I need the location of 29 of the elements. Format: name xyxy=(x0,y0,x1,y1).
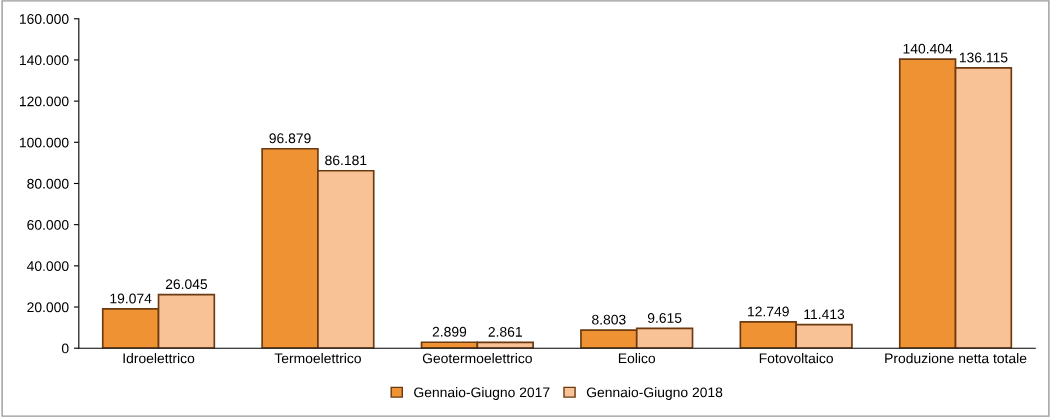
data-label: 86.181 xyxy=(325,155,367,166)
x-tick-label: Termoelettrico xyxy=(274,353,361,364)
y-tick-label: 0 xyxy=(61,343,69,354)
data-label: 2.899 xyxy=(432,326,467,337)
legend-label: Gennaio-Giugno 2017 xyxy=(414,387,550,400)
x-tick-label: Eolico xyxy=(618,353,656,364)
data-label: 12.749 xyxy=(748,306,789,317)
data-label: 19.074 xyxy=(110,293,152,304)
data-label: 26.045 xyxy=(165,279,208,290)
data-label: 2.861 xyxy=(488,326,522,337)
y-tick-label: 160.000 xyxy=(19,14,69,24)
x-tick-label: Geotermoelettrico xyxy=(422,353,532,364)
y-tick-label: 20.000 xyxy=(27,302,69,313)
data-label: 140.404 xyxy=(903,43,953,54)
y-tick-label: 140.000 xyxy=(19,55,69,66)
x-tick-label: Fotovoltaico xyxy=(759,353,833,364)
legend-label: Gennaio-Giugno 2018 xyxy=(586,387,723,400)
y-tick-label: 40.000 xyxy=(26,261,69,272)
y-tick-label: 120.000 xyxy=(19,96,69,107)
y-tick-label: 60.000 xyxy=(27,219,69,230)
y-tick-label: 80.000 xyxy=(27,178,69,189)
y-tick-label: 100.000 xyxy=(19,137,69,148)
x-tick-label: Produzione netta totale xyxy=(885,353,1027,364)
data-label: 11.413 xyxy=(804,309,845,320)
data-label: 8.803 xyxy=(592,314,626,325)
data-label: 9.615 xyxy=(647,313,682,323)
data-label: 96.879 xyxy=(269,133,311,144)
x-tick-label: Idroelettrico xyxy=(123,353,195,364)
data-label: 136.115 xyxy=(959,52,1008,63)
